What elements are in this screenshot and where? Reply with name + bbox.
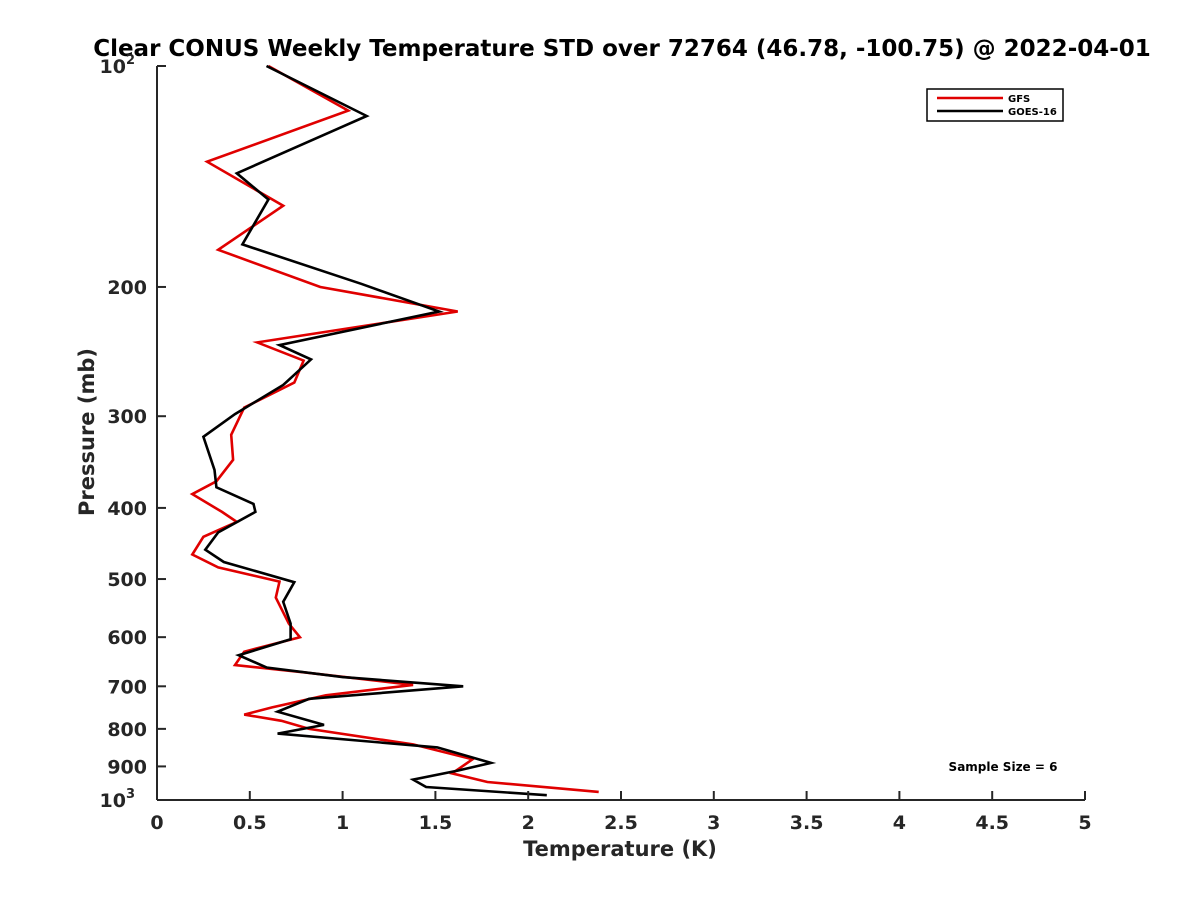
chart-title: Clear CONUS Weekly Temperature STD over … (93, 36, 1151, 62)
x-tick-label: 1 (336, 812, 349, 834)
y-tick-label: 102 (100, 53, 136, 78)
legend-label-goes16: GOES-16 (1008, 107, 1057, 118)
series-layer (189, 64, 599, 797)
y-tick-label: 400 (107, 498, 147, 520)
y-axis-title: Pressure (mb) (75, 348, 99, 516)
y-tick-label: 700 (107, 676, 147, 698)
sample-size-annotation: Sample Size = 6 (949, 760, 1058, 774)
y-tick-label: 900 (107, 756, 147, 778)
y-tick-label: 600 (107, 627, 147, 649)
y-tick-label: 300 (107, 406, 147, 428)
y-tick-label: 103 (100, 787, 136, 812)
x-tick-label: 5 (1078, 812, 1091, 834)
x-tick-label: 4 (893, 812, 906, 834)
legend-label-gfs: GFS (1008, 94, 1030, 105)
series-line-gfs (189, 64, 599, 794)
x-tick-label: 2 (522, 812, 535, 834)
axes-layer: 0 0.5 1 1.5 2 2.5 3 3.5 4 4.5 5 102 200 300 400 500 600 7… (100, 53, 1092, 834)
x-tick-label: 3 (707, 812, 720, 834)
legend-box (926, 88, 1064, 122)
y-tick-label: 500 (107, 569, 147, 591)
y-tick-label: 800 (107, 719, 147, 741)
x-tick-label: 0 (150, 812, 163, 834)
x-tick-label: 0.5 (233, 812, 267, 834)
x-tick-label: 4.5 (975, 812, 1009, 834)
x-tick-label: 1.5 (419, 812, 453, 834)
x-tick-label: 3.5 (790, 812, 824, 834)
x-axis-title: Temperature (K) (523, 837, 717, 861)
y-tick-label: 200 (107, 277, 147, 299)
legend: GFS GOES-16 (926, 88, 1064, 122)
series-line-goes16 (201, 64, 547, 797)
x-tick-label: 2.5 (604, 812, 638, 834)
